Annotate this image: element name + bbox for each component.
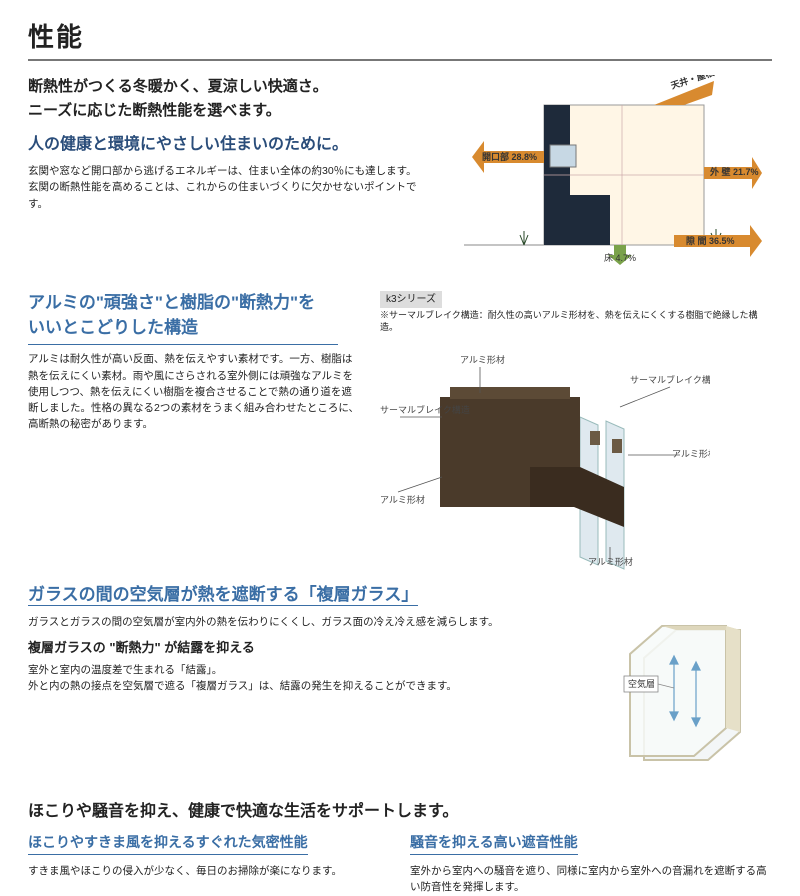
bottom-col-sound: 騒音を抑える高い遮音性能 室外から室内への騒音を遮り、同様に室内から室外への音漏… (410, 832, 772, 896)
glass-title: ガラスの間の空気層が熱を遮断する「複層ガラス」 (28, 583, 772, 608)
arrow-roof: 天井・屋根 9.3% (654, 75, 737, 105)
frame-series-badge: k3シリーズ (380, 291, 442, 308)
intro-lead-line1: 断熱性がつくる冬暖かく、夏涼しい快適さ。 (28, 78, 328, 95)
structure-title-a: アルミの"頑強さ"と樹脂の"断熱力"を (28, 293, 315, 312)
structure-title: アルミの"頑強さ"と樹脂の"断熱力"を いいとこどりした構造 (28, 291, 362, 340)
section-bottom: ほこりやすきま風を抑えるすぐれた気密性能 すきま風やほこりの侵入が少なく、毎日の… (28, 832, 772, 896)
glass-body2b: 外と内の熱の接点を空気層で遮る「複層ガラス」は、結露の発生を抑えることができます… (28, 680, 457, 692)
intro-lead: 断熱性がつくる冬暖かく、夏涼しい快適さ。 ニーズに応じた断熱性能を選べます。 (28, 75, 427, 123)
bottom-lead: ほこりや騒音を抑え、健康で快適な生活をサポートします。 (28, 800, 772, 824)
glass-subhead: 複層ガラスの "断熱力" が結露を抑える (28, 638, 608, 658)
intro-body: 玄関や窓など開口部から逃げるエネルギーは、住まい全体の約30％にも達します。 玄… (28, 163, 427, 212)
double-glass-diagram: 空気層 (622, 620, 772, 770)
frame-label-2: サーマルブレイク構造 (380, 404, 470, 415)
section-intro: 断熱性がつくる冬暖かく、夏涼しい快適さ。 ニーズに応じた断熱性能を選べます。 人… (28, 75, 772, 265)
frame-footnote: ※サーマルブレイク構造：耐久性の高いアルミ形材を、熱を伝えにくくする樹脂で絶縁し… (380, 310, 772, 333)
arrow-floor: 床 4.7% (604, 245, 636, 265)
section-glass: ガラスの間の空気層が熱を遮断する「複層ガラス」 ガラスとガラスの間の空気層が室内… (28, 583, 772, 770)
intro-lead2: 人の健康と環境にやさしい住まいのために。 (28, 133, 427, 157)
page-title: 性能 (28, 18, 772, 61)
label-floor: 床 4.7% (604, 252, 636, 263)
sound-title: 騒音を抑える高い遮音性能 (410, 832, 578, 855)
structure-title-b: いいとこどりした構造 (28, 318, 198, 337)
frame-label-1: アルミ形材 (460, 354, 505, 365)
label-opening: 開口部 28.8% (482, 151, 537, 162)
section-structure: アルミの"頑強さ"と樹脂の"断熱力"を いいとこどりした構造 アルミは耐久性が高… (28, 291, 772, 577)
frame-label-5: アルミ形材 (672, 448, 710, 459)
airtight-body: すきま風やほこりの侵入が少なく、毎日のお掃除が楽になります。 (28, 863, 390, 879)
house-energy-diagram: 天井・屋根 9.3% 外 壁 21.7% 隙 間 36.5% 床 4.7% 開口… (454, 75, 764, 265)
structure-body: アルミは耐久性が高い反面、熱を伝えやすい素材です。一方、樹脂は熱を伝えにくい素材… (28, 351, 362, 432)
frame-label-4: サーマルブレイク構造 (630, 374, 710, 385)
sound-body: 室外から室内への騒音を遮り、同様に室内から室外への音漏れを遮断する高い防音性を発… (410, 863, 772, 896)
glass-body2: 室外と室内の温度差で生まれる「結露」。 外と内の熱の接点を空気層で遮る「複層ガラ… (28, 662, 608, 695)
bottom-col-airtight: ほこりやすきま風を抑えるすぐれた気密性能 すきま風やほこりの侵入が少なく、毎日の… (28, 832, 390, 896)
airtight-title: ほこりやすきま風を抑えるすぐれた気密性能 (28, 832, 308, 855)
frame-label-6: アルミ形材 (588, 556, 633, 567)
arrow-wall: 外 壁 21.7% (704, 157, 762, 189)
glass-body: ガラスとガラスの間の空気層が室内外の熱を伝わりにくくし、ガラス面の冷え冷え感を減… (28, 614, 608, 630)
frame-cross-section-diagram: アルミ形材 サーマルブレイク構造 アルミ形材 サーマルブレイク構造 アルミ形材 … (380, 337, 710, 577)
frame-label-3: アルミ形材 (380, 494, 425, 505)
air-gap-label: 空気層 (628, 678, 655, 689)
label-wall: 外 壁 21.7% (709, 166, 759, 177)
intro-lead-line2: ニーズに応じた断熱性能を選べます。 (28, 102, 281, 119)
glass-body2a: 室外と室内の温度差で生まれる「結露」。 (28, 664, 222, 676)
intro-body-line2: 玄関の断熱性能を高めることは、これからの住まいづくりに欠かせないポイントです。 (28, 181, 417, 209)
intro-body-line1: 玄関や窓など開口部から逃げるエネルギーは、住まい全体の約30％にも達します。 (28, 165, 417, 177)
arrow-opening: 開口部 28.8% (472, 141, 544, 173)
glass-title-text: ガラスの間の空気層が熱を遮断する「複層ガラス」 (28, 585, 418, 606)
label-gap: 隙 間 36.5% (686, 235, 735, 246)
